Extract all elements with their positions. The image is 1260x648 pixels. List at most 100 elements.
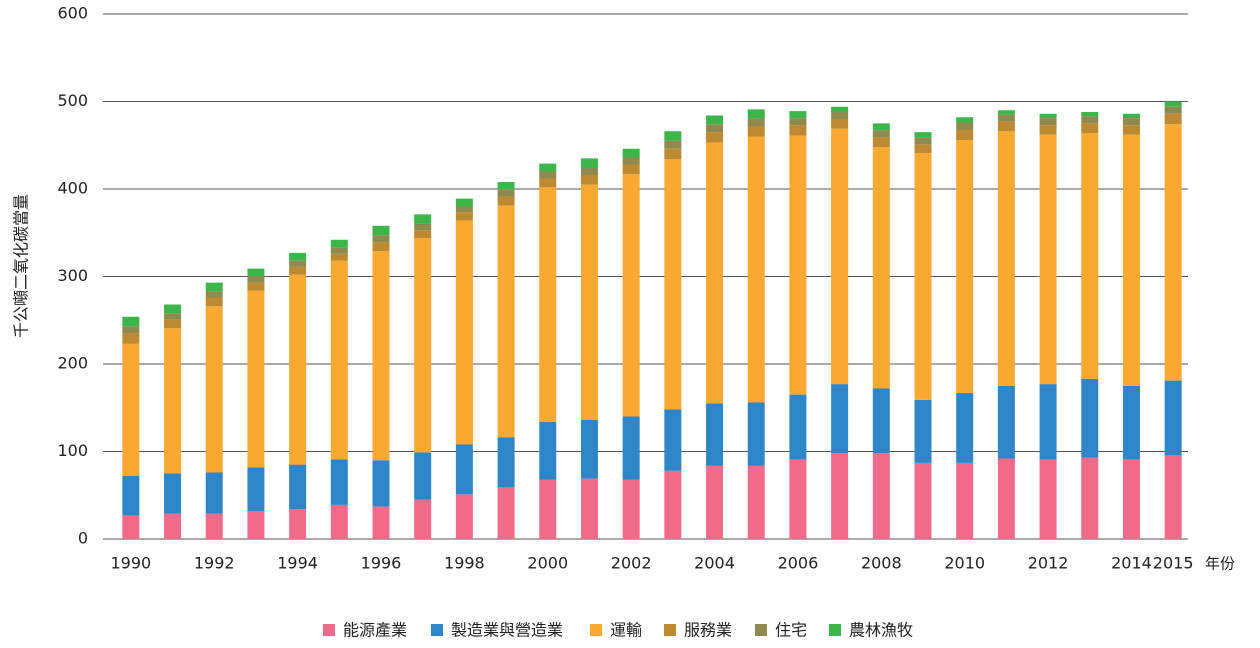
bar-segment: [664, 131, 682, 141]
bar-segment: [664, 159, 682, 410]
bar-segment: [789, 459, 807, 539]
bar-segment: [1164, 113, 1182, 125]
y-tick-label: 0: [78, 529, 88, 548]
bar-segment: [747, 118, 765, 126]
legend-swatch: [431, 624, 443, 636]
bar-segment: [497, 196, 515, 206]
bar-segment: [622, 479, 640, 539]
bar-segment: [205, 297, 223, 307]
bar-segment: [497, 487, 515, 539]
bar-segment: [706, 142, 724, 404]
y-tick-label: 400: [57, 179, 88, 198]
bar-segment: [997, 110, 1015, 115]
bar-segment: [164, 304, 182, 314]
bar-segment: [247, 467, 265, 511]
bar-segment: [414, 214, 432, 224]
bar-segment: [372, 251, 390, 461]
bar-segment: [289, 252, 307, 261]
bar-segment: [997, 458, 1015, 539]
bar-segment: [1164, 380, 1182, 455]
bar-segment: [122, 515, 140, 539]
bar-segment: [914, 137, 932, 145]
bar-segment: [247, 290, 265, 468]
bar-segment: [1081, 116, 1099, 124]
bar-segment: [1039, 118, 1057, 126]
bar-segment: [872, 453, 890, 539]
bar-segment: [706, 115, 724, 125]
bar-segment: [831, 384, 849, 454]
x-tick-label: 1990: [110, 554, 151, 573]
bar-segment: [1122, 113, 1140, 119]
bar-segment: [580, 168, 598, 175]
bar-segment: [247, 282, 265, 291]
bar-segment: [872, 388, 890, 454]
bar-segment: [1164, 106, 1182, 114]
legend-swatch: [755, 624, 767, 636]
bar-segment: [956, 140, 974, 393]
bar-segment: [539, 479, 557, 539]
bar-segment: [1081, 457, 1099, 539]
bar-segment: [1122, 125, 1140, 135]
bar-segment: [539, 187, 557, 422]
bar-segment: [1122, 459, 1140, 539]
bar-segment: [122, 316, 140, 327]
bar-segment: [455, 212, 473, 221]
x-tick-label: 2002: [611, 554, 652, 573]
bar-segment: [330, 504, 348, 539]
bar-segment: [539, 178, 557, 188]
legend-label: 能源產業: [343, 621, 407, 640]
bar-segment: [122, 343, 140, 476]
bar-segment: [622, 174, 640, 417]
legend-label: 運輸: [610, 621, 642, 640]
bar-segment: [747, 402, 765, 466]
y-axis-label: 千公噸二氧化碳當量: [12, 194, 31, 338]
bar-segment: [622, 157, 640, 165]
bar-segment: [455, 206, 473, 213]
bar-segment: [1164, 124, 1182, 381]
bar-segment: [539, 421, 557, 480]
bar-segment: [455, 198, 473, 207]
bar-segment: [1122, 118, 1140, 126]
bar-segment: [914, 132, 932, 138]
bar-segment: [580, 478, 598, 539]
bar-segment: [747, 136, 765, 403]
bar-segment: [789, 394, 807, 460]
x-tick-label: 1998: [444, 554, 485, 573]
bar-segment: [1164, 101, 1182, 107]
bar-segment: [1164, 455, 1182, 539]
bar-segment: [455, 220, 473, 445]
bar-segment: [622, 164, 640, 175]
bar-segment: [580, 420, 598, 479]
y-tick-label: 600: [57, 4, 88, 23]
bar-segment: [831, 119, 849, 129]
bar-segment: [205, 306, 223, 473]
bar-segment: [205, 472, 223, 514]
legend-swatch: [590, 624, 602, 636]
bar-segment: [706, 465, 724, 539]
bar-segment: [497, 182, 515, 190]
bar-segment: [205, 291, 223, 298]
y-tick-label: 500: [57, 91, 88, 110]
bar-segment: [789, 125, 807, 136]
bar-segment: [1039, 113, 1057, 119]
bar-segment: [497, 189, 515, 197]
bar-segment: [497, 437, 515, 488]
bar-segment: [956, 117, 974, 123]
bar-segment: [580, 175, 598, 185]
bar-segment: [330, 260, 348, 460]
bar-segment: [706, 124, 724, 133]
bar-segment: [289, 464, 307, 510]
x-tick-label: 2008: [861, 554, 902, 573]
bar-segment: [1081, 123, 1099, 133]
legend-label: 服務業: [684, 621, 732, 640]
bar-segment: [1039, 384, 1057, 460]
bar-segment: [747, 465, 765, 539]
bar-segment: [372, 506, 390, 539]
bar-segment: [664, 409, 682, 471]
bar-segment: [122, 326, 140, 334]
bar-segment: [289, 266, 307, 275]
bar-segment: [997, 131, 1015, 386]
bar-segment: [1081, 112, 1099, 117]
bar-segment: [747, 126, 765, 137]
